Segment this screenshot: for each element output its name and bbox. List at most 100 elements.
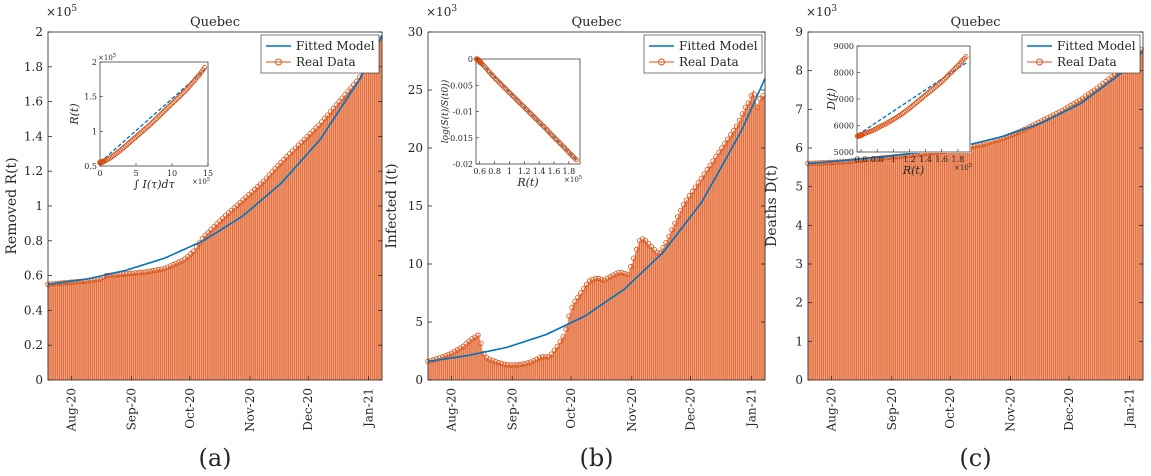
x-tick-label: Jan-21 (744, 388, 758, 429)
y-tick-label: 30 (408, 25, 423, 39)
inset-x-exponent: ×105 (192, 177, 210, 186)
inset-y-label: log(S(t)/S(t0)) (440, 79, 451, 143)
inset-real-marker (570, 154, 576, 160)
inset-real-marker (573, 157, 579, 163)
y-tick-label: 1.4 (24, 129, 43, 143)
inset-real-marker (124, 142, 130, 148)
inset-real-marker (909, 103, 915, 109)
inset-real-marker (146, 122, 152, 128)
real-data-marker (345, 88, 351, 95)
real-data-marker (846, 158, 852, 165)
inset-real-marker (488, 71, 494, 77)
real-data-marker (745, 100, 752, 106)
inset-real-marker (487, 69, 493, 75)
real-data-marker (748, 93, 754, 99)
real-data-marker (654, 249, 660, 256)
real-data-marker (695, 180, 702, 186)
y-tick-label: 5 (795, 180, 803, 194)
real-data-marker (322, 115, 328, 122)
inset-real-marker (482, 64, 488, 70)
fitted-model-line (807, 50, 1144, 165)
inset-real-marker (143, 125, 149, 131)
inset-x-exponent: ×105 (564, 175, 582, 184)
inset-x-tick-label: 1.6 (935, 155, 948, 164)
inset-real-marker (555, 138, 561, 144)
real-data-marker (190, 248, 197, 254)
legend-real-label: Real Data (296, 55, 356, 69)
real-data-marker (539, 354, 546, 360)
inset-real-marker (538, 121, 544, 127)
real-data-marker (434, 356, 440, 362)
real-data-marker (327, 109, 334, 115)
real-data-marker (525, 360, 531, 366)
y-tick-label: 0.4 (24, 303, 43, 317)
inset-real-marker (536, 119, 542, 125)
inset-real-marker (543, 126, 549, 132)
inset-real-marker (172, 98, 178, 104)
inset-real-marker (167, 102, 173, 108)
y-tick-label: 1 (795, 334, 803, 348)
inset-y-tick-label: 1.5 (84, 93, 97, 102)
inset-real-marker (499, 83, 505, 89)
legend-real-marker (1036, 58, 1043, 66)
inset-y-label: D(t) (825, 88, 838, 111)
real-data-marker (663, 239, 669, 246)
real-data-marker (307, 131, 313, 137)
inset-real-marker (532, 115, 538, 121)
inset-real-marker (518, 101, 524, 107)
y-tick-label: 3 (795, 257, 803, 271)
inset-real-marker (164, 105, 170, 111)
inset-real-marker (535, 118, 541, 124)
inset-real-marker (492, 76, 498, 82)
real-data-marker (625, 271, 631, 278)
real-data-marker (214, 221, 220, 227)
y-tick-label: 25 (408, 83, 423, 97)
real-data-marker (581, 285, 587, 292)
y-tick-label: 2 (35, 25, 43, 39)
real-data-marker (132, 270, 139, 276)
real-data-marker (689, 188, 696, 195)
real-data-marker (339, 95, 345, 101)
real-data-marker (719, 145, 725, 151)
inset-real-marker (128, 138, 134, 144)
inset-real-marker (912, 101, 918, 107)
real-data-marker (123, 271, 130, 277)
real-data-marker (622, 270, 628, 277)
inset-real-marker (501, 84, 507, 90)
inset-real-marker (907, 105, 913, 111)
inset-real-marker (491, 74, 497, 80)
inset-x-tick-label: 1.4 (533, 167, 546, 176)
real-data-marker (575, 294, 581, 301)
real-data-marker (680, 201, 687, 208)
inset-real-marker (558, 141, 564, 147)
real-data-marker (516, 362, 522, 368)
inset-real-marker (155, 114, 161, 120)
real-data-marker (301, 136, 308, 143)
chart-title: Quebec (571, 15, 621, 30)
x-tick-label: Nov-20 (1004, 388, 1018, 432)
inset-real-marker (178, 92, 184, 98)
inset-real-marker (546, 129, 552, 135)
x-tick-label: Jan-21 (1122, 388, 1136, 429)
x-tick-label: Aug-20 (445, 388, 459, 432)
real-data-marker (501, 361, 508, 368)
real-data-marker (164, 264, 171, 271)
inset-real-marker (201, 65, 207, 71)
inset-real-marker (566, 150, 572, 156)
inset-y-exponent: ×105 (98, 53, 116, 62)
legend-fitted-label: Fitted Model (296, 39, 375, 53)
inset-real-marker (923, 92, 929, 98)
real-data-marker (678, 207, 684, 214)
real-data-marker (683, 197, 690, 203)
real-data-marker (887, 154, 893, 160)
real-data-marker (852, 158, 858, 164)
inset-real-marker (158, 111, 164, 117)
inset-real-marker (182, 88, 188, 94)
real-data-marker (153, 267, 159, 273)
inset-real-marker (119, 146, 125, 152)
real-data-marker (898, 153, 905, 159)
inset-markers (855, 54, 969, 139)
inset-real-marker (541, 123, 547, 129)
real-data-marker (604, 275, 610, 282)
